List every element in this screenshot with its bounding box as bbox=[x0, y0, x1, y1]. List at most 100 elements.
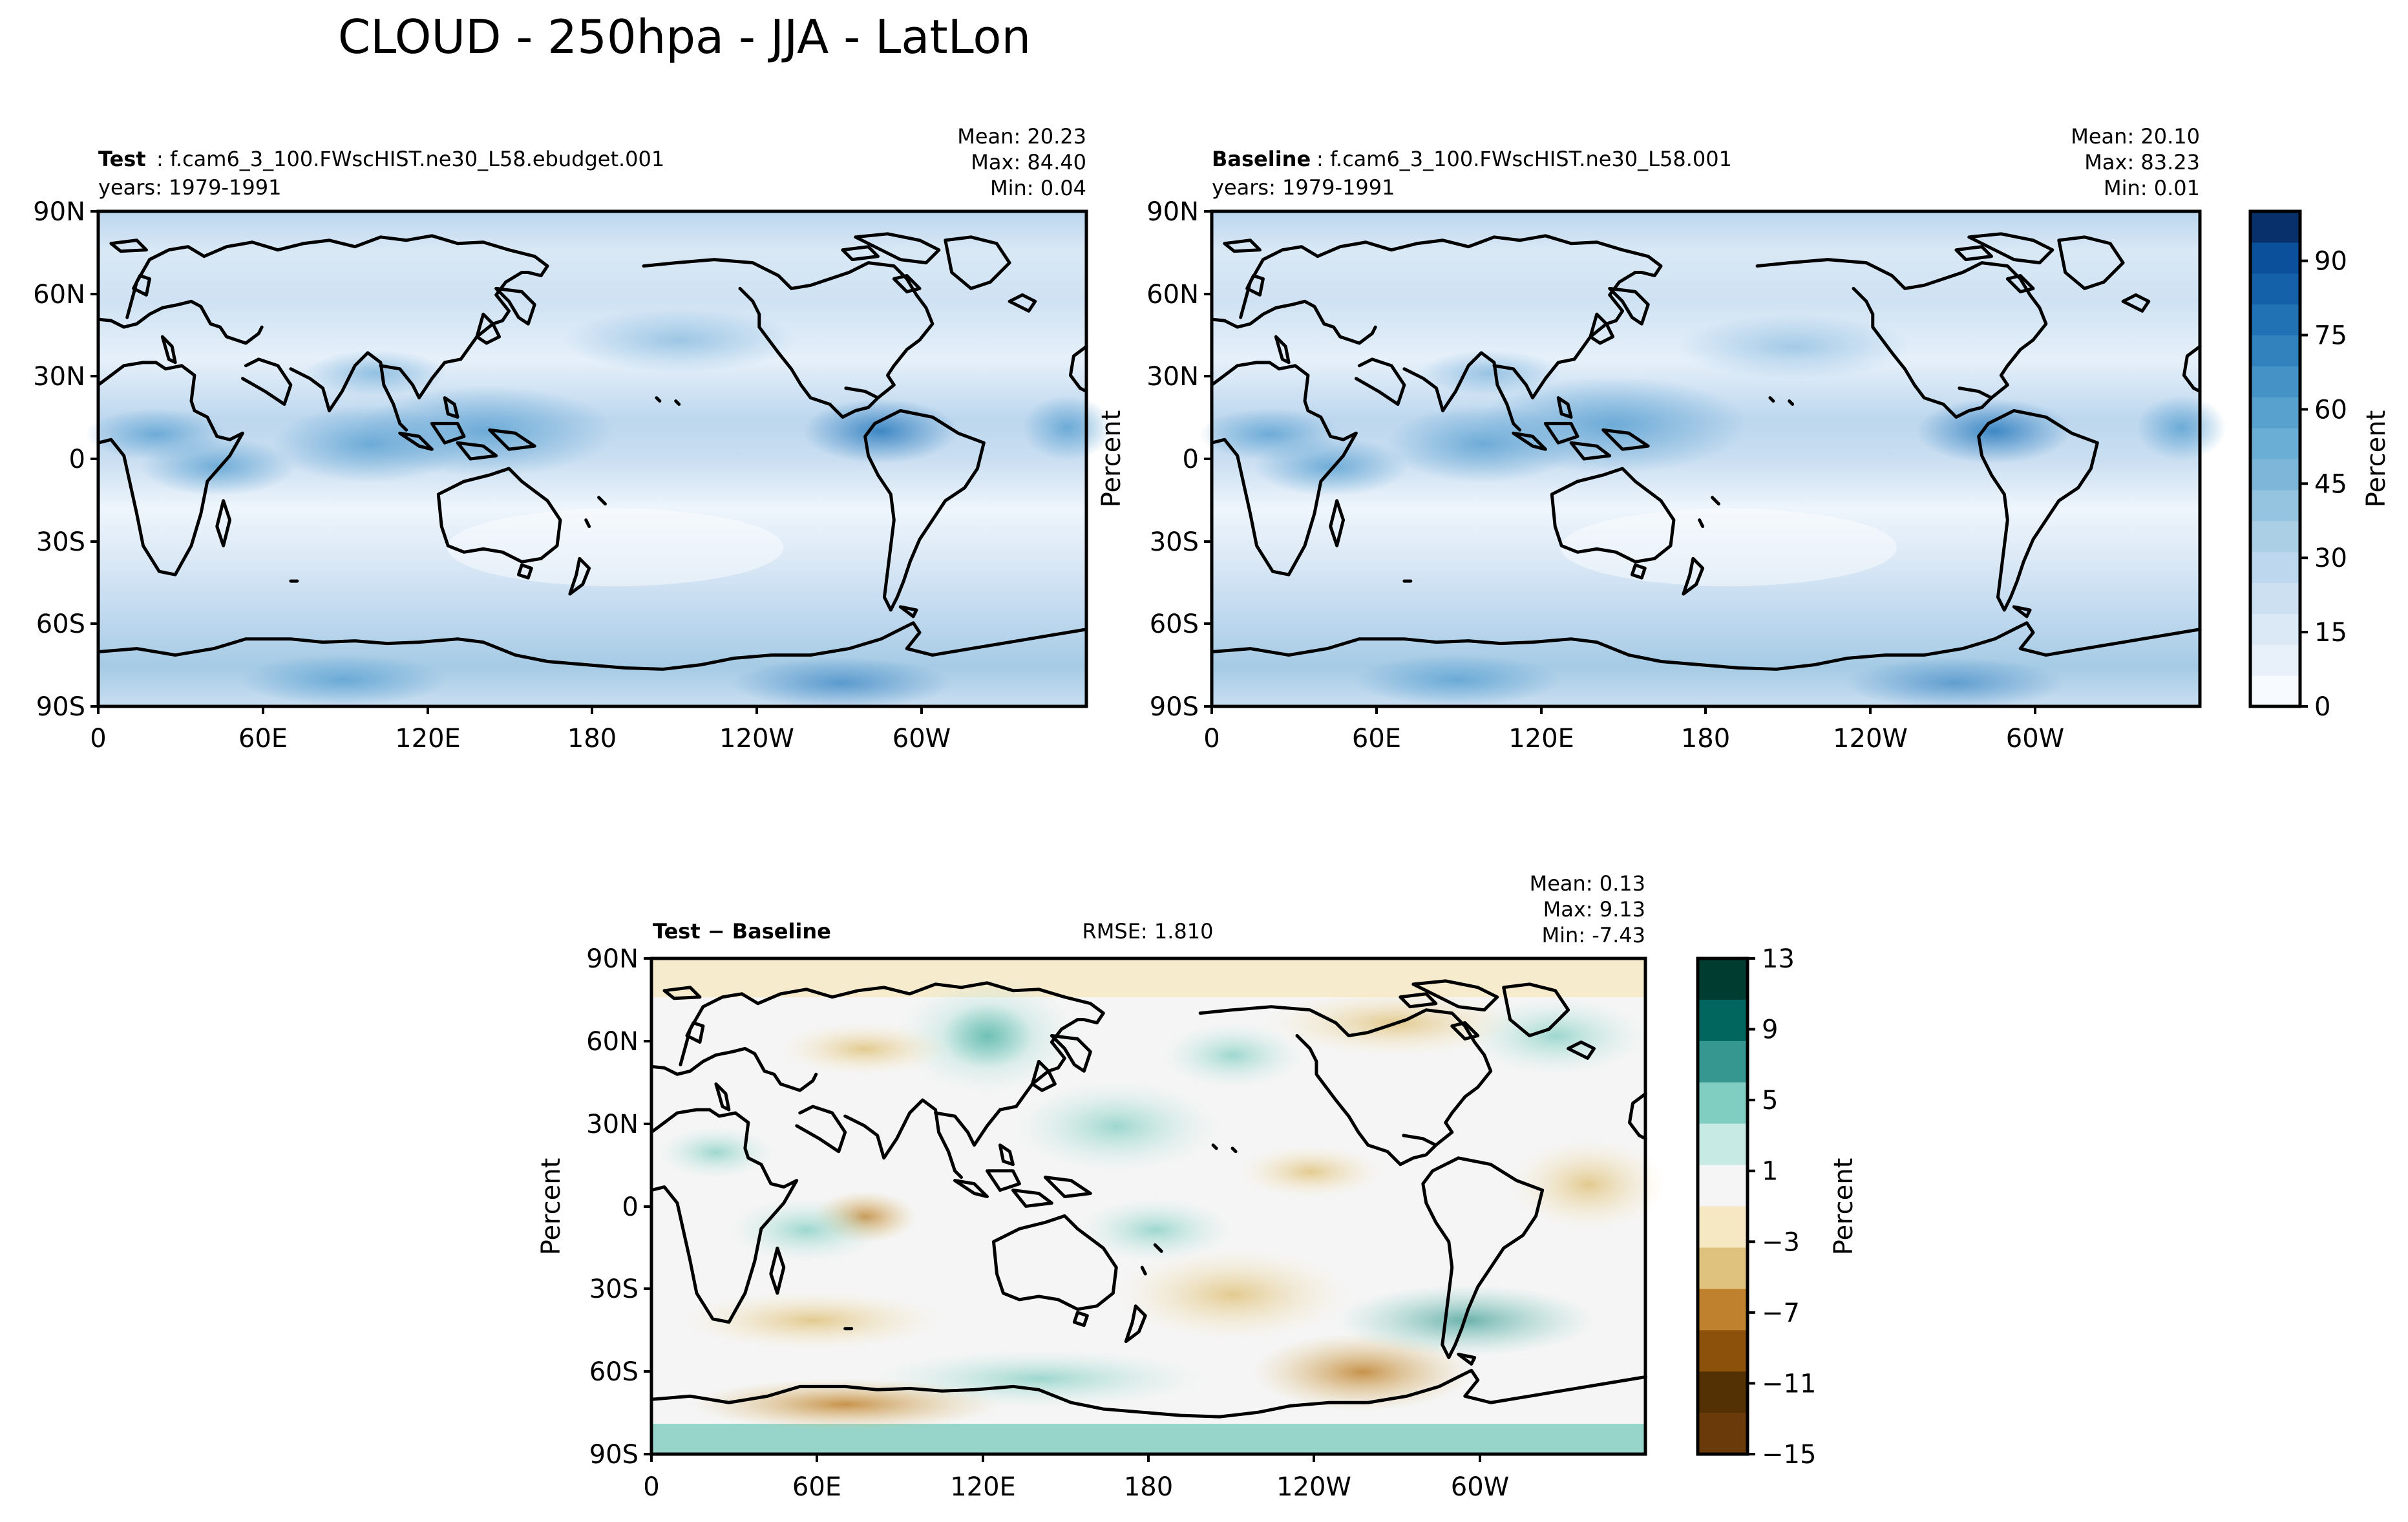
colorbar-segments bbox=[2250, 211, 2300, 707]
colorbar-segment bbox=[2250, 613, 2300, 645]
lat-tick-label: 60N bbox=[33, 280, 85, 310]
lon-tick-label: 180 bbox=[1124, 1472, 1173, 1502]
lat-tick-label: 30N bbox=[1146, 362, 1199, 392]
colorbar-tick-label: 90 bbox=[2314, 247, 2347, 277]
colorbar-segment bbox=[2250, 335, 2300, 366]
colorbar-segment bbox=[2250, 459, 2300, 491]
lat-tick-label: 90S bbox=[589, 1440, 639, 1470]
difference-stat-min: Min: -7.43 bbox=[1541, 923, 1645, 947]
lon-tick-label: 120E bbox=[395, 724, 461, 754]
colorbar-percent: 0 15 30 45 60 75 90 Percent bbox=[2248, 209, 2391, 722]
lat-tick-label: 30N bbox=[33, 362, 85, 392]
colorbar-frame bbox=[1696, 957, 1749, 1456]
colorbar-ticks: 0 15 30 45 60 75 90 bbox=[2300, 247, 2347, 722]
colorbar-tick-label: −3 bbox=[1762, 1227, 1800, 1257]
test-lat-ticks: 90N 60N 30N 0 30S 60S 90S bbox=[33, 197, 98, 722]
test-stat-max: Max: 84.40 bbox=[971, 150, 1086, 174]
lat-tick-label: 90S bbox=[1150, 692, 1199, 722]
colorbar-segment bbox=[2250, 211, 2300, 243]
colorbar-segment bbox=[1698, 1247, 1748, 1289]
colorbar-tick-label: 75 bbox=[2314, 321, 2347, 351]
test-map bbox=[85, 209, 1113, 709]
difference-panel: Test − Baseline RMSE: 1.810 Mean: 0.13 M… bbox=[536, 871, 1666, 1502]
lat-tick-label: 30S bbox=[1150, 527, 1199, 557]
lat-tick-label: 0 bbox=[69, 445, 85, 474]
lon-tick-label: 120E bbox=[1508, 724, 1574, 754]
test-years: years: 1979-1991 bbox=[98, 175, 281, 200]
baseline-label-bold: Baseline bbox=[1212, 147, 1311, 171]
lat-tick-label: 0 bbox=[1183, 445, 1199, 474]
colorbar-frame bbox=[2248, 209, 2302, 708]
colorbar-segment bbox=[2250, 644, 2300, 676]
baseline-years: years: 1979-1991 bbox=[1212, 175, 1395, 200]
lon-tick-label: 120W bbox=[719, 724, 794, 754]
lon-tick-label: 120W bbox=[1276, 1472, 1351, 1502]
colorbar-segment bbox=[2250, 273, 2300, 305]
colorbar-tick-label: 45 bbox=[2314, 469, 2347, 499]
colorbar-tick-label: −15 bbox=[1762, 1440, 1816, 1470]
lat-tick-label: 90N bbox=[33, 197, 85, 227]
lon-tick-label: 0 bbox=[643, 1472, 659, 1502]
difference-ylabel: Percent bbox=[536, 1158, 566, 1256]
colorbar-tick-label: 30 bbox=[2314, 544, 2347, 573]
lat-tick-label: 90S bbox=[36, 692, 85, 722]
difference-lat-ticks: 90N 60N 30N 0 30S 60S 90S bbox=[586, 944, 651, 1470]
lon-tick-label: 120E bbox=[950, 1472, 1016, 1502]
colorbar-segment bbox=[1698, 1289, 1748, 1331]
colorbar-segment bbox=[1698, 1330, 1748, 1372]
test-stat-mean: Mean: 20.23 bbox=[957, 124, 1086, 149]
lon-tick-label: 60W bbox=[892, 724, 951, 754]
lon-tick-label: 0 bbox=[90, 724, 106, 754]
colorbar-tick-label: 5 bbox=[1762, 1086, 1778, 1115]
colorbar-segment bbox=[1698, 1165, 1748, 1207]
colorbar-segment bbox=[1698, 1413, 1748, 1455]
colorbar-segment bbox=[2250, 520, 2300, 553]
colorbar-segment bbox=[1698, 1041, 1748, 1083]
lat-tick-label: 60S bbox=[36, 609, 85, 639]
colorbar-tick-label: 60 bbox=[2314, 395, 2347, 425]
test-label-bold: Test bbox=[98, 147, 146, 171]
colorbar-segment bbox=[1698, 1206, 1748, 1248]
colorbar-segment bbox=[2250, 675, 2300, 707]
difference-label: Test − Baseline bbox=[653, 919, 831, 944]
colorbar-label: Percent bbox=[1829, 1158, 1859, 1256]
test-lon-ticks: 0 60E 120E 180 120W 60W bbox=[90, 706, 951, 754]
baseline-stat-mean: Mean: 20.10 bbox=[2071, 124, 2200, 149]
lat-tick-label: 30S bbox=[589, 1274, 639, 1304]
colorbar-tick-label: −7 bbox=[1762, 1298, 1800, 1328]
colorbar-segment bbox=[2250, 428, 2300, 460]
lat-tick-label: 60N bbox=[586, 1027, 639, 1057]
colorbar-segment bbox=[2250, 366, 2300, 397]
colorbar-segment bbox=[2250, 397, 2300, 428]
lat-tick-label: 60S bbox=[589, 1357, 639, 1387]
colorbar-segment bbox=[1698, 999, 1748, 1042]
lat-tick-label: 90N bbox=[586, 944, 639, 974]
colorbar-segment bbox=[2250, 242, 2300, 274]
baseline-label-case: : f.cam6_3_100.FWscHIST.ne30_L58.001 bbox=[1316, 147, 1732, 171]
lat-tick-label: 30N bbox=[586, 1110, 639, 1139]
lat-tick-label: 90N bbox=[1146, 197, 1199, 227]
figure-title: CLOUD - 250hpa - JJA - LatLon bbox=[338, 10, 1031, 64]
colorbar-tick-label: 13 bbox=[1762, 944, 1795, 974]
lat-tick-label: 0 bbox=[622, 1192, 639, 1222]
colorbar-segment bbox=[1698, 1123, 1748, 1166]
baseline-stat-min: Min: 0.01 bbox=[2104, 176, 2200, 200]
lon-tick-label: 180 bbox=[567, 724, 617, 754]
baseline-stat-max: Max: 83.23 bbox=[2084, 150, 2200, 174]
lat-tick-label: 30S bbox=[36, 527, 85, 557]
colorbar-label: Percent bbox=[2361, 410, 2391, 508]
colorbar-tick-label: 9 bbox=[1762, 1015, 1778, 1045]
lon-tick-label: 60W bbox=[2006, 724, 2064, 754]
lon-tick-label: 180 bbox=[1681, 724, 1730, 754]
colorbar-segment bbox=[2250, 489, 2300, 522]
lat-tick-label: 60S bbox=[1150, 609, 1199, 639]
colorbar-tick-label: 0 bbox=[2314, 692, 2330, 722]
colorbar-tick-label: 1 bbox=[1762, 1157, 1778, 1187]
lon-tick-label: 60E bbox=[1352, 724, 1401, 754]
colorbar-segment bbox=[1698, 958, 1748, 1000]
difference-stat-mean: Mean: 0.13 bbox=[1530, 871, 1645, 896]
test-stat-min: Min: 0.04 bbox=[990, 176, 1086, 200]
test-panel: Test : f.cam6_3_100.FWscHIST.ne30_L58.eb… bbox=[33, 124, 1113, 754]
colorbar-tick-label: −11 bbox=[1762, 1369, 1816, 1399]
